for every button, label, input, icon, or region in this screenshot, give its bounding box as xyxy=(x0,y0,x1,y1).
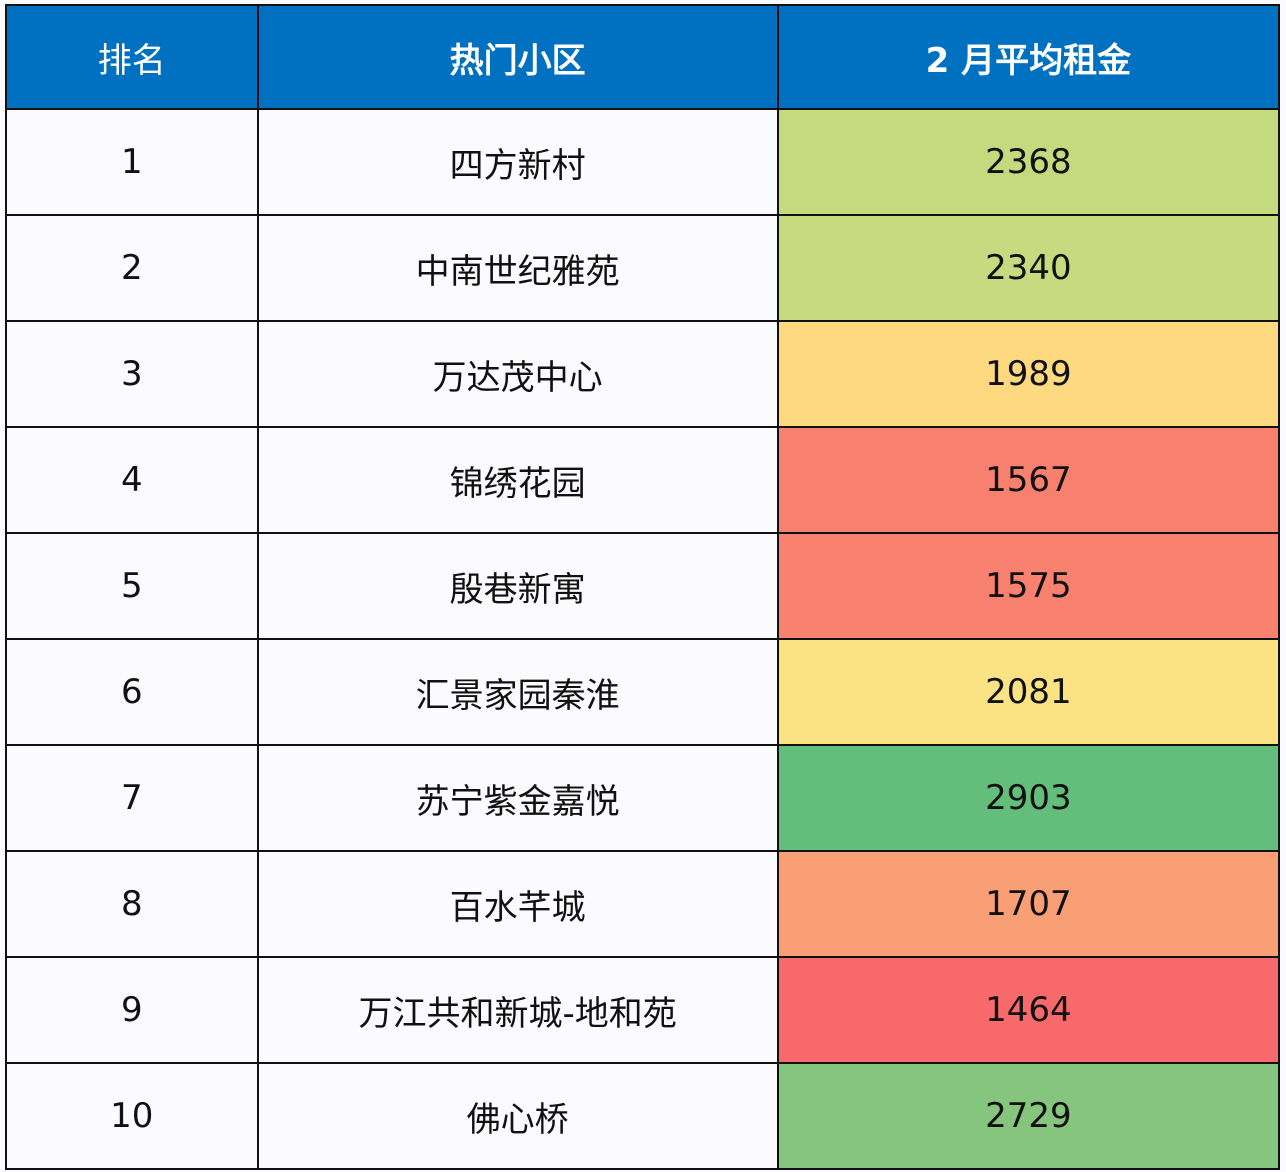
header-row: 排名 热门小区 2 月平均租金 xyxy=(5,4,1281,110)
rank-cell: 3 xyxy=(5,320,259,428)
rent-cell: 2368 xyxy=(776,108,1281,216)
rank-cell: 2 xyxy=(5,214,259,322)
table-row: 3 万达茂中心 1989 xyxy=(5,320,1281,428)
community-cell: 百水芊城 xyxy=(256,850,779,958)
rent-cell: 1707 xyxy=(776,850,1281,958)
table-row: 1 四方新村 2368 xyxy=(5,108,1281,216)
rent-cell: 2340 xyxy=(776,214,1281,322)
table-row: 10 佛心桥 2729 xyxy=(5,1062,1281,1170)
community-cell: 苏宁紫金嘉悦 xyxy=(256,744,779,852)
table-row: 5 殷巷新寓 1575 xyxy=(5,532,1281,640)
rank-cell: 9 xyxy=(5,956,259,1064)
table-row: 6 汇景家园秦淮 2081 xyxy=(5,638,1281,746)
rent-cell: 1989 xyxy=(776,320,1281,428)
table-row: 8 百水芊城 1707 xyxy=(5,850,1281,958)
rent-cell: 2081 xyxy=(776,638,1281,746)
table-row: 9 万江共和新城-地和苑 1464 xyxy=(5,956,1281,1064)
header-community: 热门小区 xyxy=(256,4,779,110)
table-row: 4 锦绣花园 1567 xyxy=(5,426,1281,534)
community-cell: 佛心桥 xyxy=(256,1062,779,1170)
rank-cell: 7 xyxy=(5,744,259,852)
community-cell: 锦绣花园 xyxy=(256,426,779,534)
rank-cell: 5 xyxy=(5,532,259,640)
community-cell: 殷巷新寓 xyxy=(256,532,779,640)
community-cell: 万江共和新城-地和苑 xyxy=(256,956,779,1064)
community-cell: 万达茂中心 xyxy=(256,320,779,428)
rank-cell: 10 xyxy=(5,1062,259,1170)
header-rank: 排名 xyxy=(5,4,259,110)
rank-cell: 4 xyxy=(5,426,259,534)
header-rent: 2 月平均租金 xyxy=(776,4,1281,110)
rank-cell: 8 xyxy=(5,850,259,958)
community-cell: 汇景家园秦淮 xyxy=(256,638,779,746)
community-cell: 中南世纪雅苑 xyxy=(256,214,779,322)
rank-cell: 6 xyxy=(5,638,259,746)
table-row: 7 苏宁紫金嘉悦 2903 xyxy=(5,744,1281,852)
rent-ranking-table: 排名 热门小区 2 月平均租金 1 四方新村 2368 2 中南世纪雅苑 2340 3 万达茂… xyxy=(5,4,1281,1170)
rent-cell: 1567 xyxy=(776,426,1281,534)
rent-cell: 2729 xyxy=(776,1062,1281,1170)
rent-cell: 2903 xyxy=(776,744,1281,852)
community-cell: 四方新村 xyxy=(256,108,779,216)
rent-cell: 1464 xyxy=(776,956,1281,1064)
table-row: 2 中南世纪雅苑 2340 xyxy=(5,214,1281,322)
rank-cell: 1 xyxy=(5,108,259,216)
rent-cell: 1575 xyxy=(776,532,1281,640)
